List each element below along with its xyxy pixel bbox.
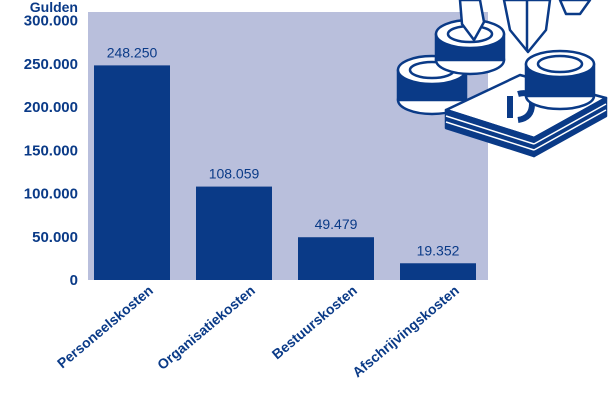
value-label: 248.250 — [107, 44, 158, 60]
coins-and-banknotes-icon — [396, 0, 608, 158]
y-axis-ticks: 0 50.000 100.000 150.000 200.000 250.000 300.0… — [24, 13, 78, 289]
y-tick-label: 250.000 — [24, 56, 78, 73]
category-label: Bestuurskosten — [269, 282, 360, 362]
y-tick-label: 150.000 — [24, 142, 78, 159]
value-label: 49.479 — [315, 216, 358, 232]
bars — [94, 65, 476, 280]
value-labels: 248.250 108.059 49.479 19.352 — [107, 44, 460, 258]
bar — [400, 263, 476, 280]
y-tick-label: 100.000 — [24, 186, 78, 203]
category-label: Personeelskosten — [54, 282, 156, 371]
y-tick-label: 50.000 — [32, 229, 78, 246]
category-label: Afschrijvingskosten — [349, 282, 462, 380]
y-axis-unit-label: Gulden — [30, 0, 78, 15]
bar — [298, 237, 374, 280]
category-label: Organisatiekosten — [154, 282, 258, 373]
value-label: 19.352 — [417, 242, 460, 258]
y-tick-label: 0 — [70, 272, 78, 289]
y-tick-label: 300.000 — [24, 13, 78, 30]
bar — [196, 186, 272, 280]
bar — [94, 65, 170, 280]
y-tick-label: 200.000 — [24, 99, 78, 116]
value-label: 108.059 — [209, 166, 260, 182]
